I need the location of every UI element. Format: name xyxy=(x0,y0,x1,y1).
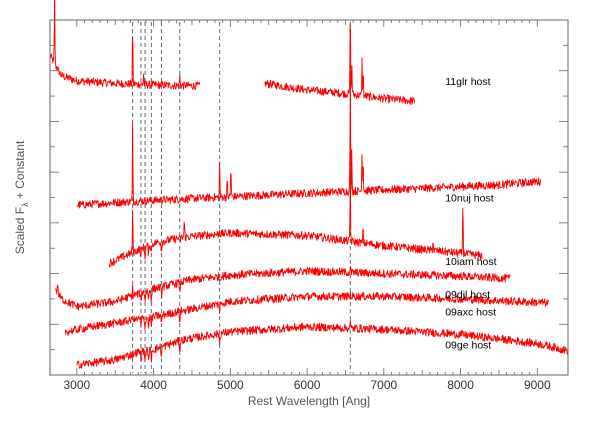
x-tick-label: 6000 xyxy=(294,378,321,392)
reference-lines xyxy=(132,22,351,373)
x-tick-label: 3000 xyxy=(64,378,91,392)
series-labels: 11glr host 10nuj host 10iam host 09djl host… xyxy=(445,76,496,352)
x-tick-label: 7000 xyxy=(370,378,397,392)
series-label: 11glr host xyxy=(445,76,490,88)
spectrum-line xyxy=(76,320,569,369)
x-tick-label: 4000 xyxy=(140,378,167,392)
y-axis-label-subscript: λ xyxy=(20,202,30,207)
spectrum-line xyxy=(264,23,415,105)
axis-ticks xyxy=(50,19,568,376)
spectrum-line xyxy=(54,265,511,311)
spectrum-line xyxy=(49,0,201,91)
x-tick-label: 8000 xyxy=(447,378,474,392)
y-axis-label-main: Scaled F xyxy=(13,207,27,254)
series-label: 09axc host xyxy=(445,307,496,319)
spectrum-line xyxy=(76,70,542,209)
y-axis-label: Scaled Fλ + Constant xyxy=(13,140,30,254)
x-tick-labels: 3000 4000 5000 6000 7000 8000 9000 xyxy=(64,378,551,392)
series-label: 10iam host xyxy=(445,256,496,268)
series-label: 10nuj host xyxy=(445,193,494,205)
series-label: 09ge host xyxy=(445,340,491,352)
spectra-series xyxy=(49,0,569,369)
series-label: 09djl host xyxy=(445,289,490,301)
y-axis-label-suffix: + Constant xyxy=(13,140,27,202)
spectrum-line xyxy=(64,291,550,336)
x-tick-label: 9000 xyxy=(524,378,551,392)
x-tick-label: 5000 xyxy=(217,378,244,392)
x-axis-label: Rest Wavelength [Ang] xyxy=(248,394,370,408)
spectrum-line xyxy=(108,171,483,268)
